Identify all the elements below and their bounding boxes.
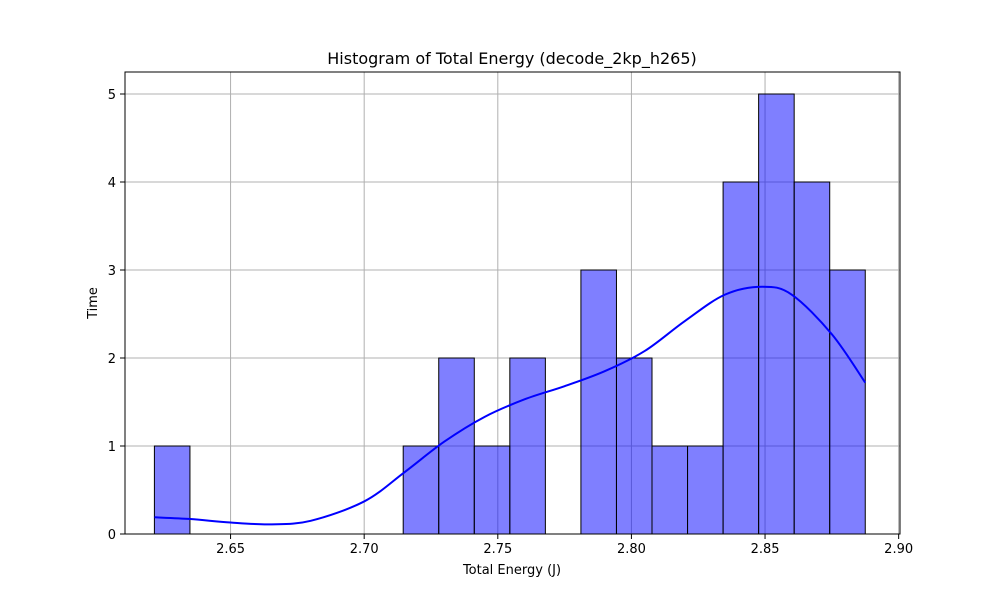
y-axis-ticks: 0 1 2 3 4 5 xyxy=(108,88,125,543)
y-tick-label: 5 xyxy=(108,88,116,103)
x-tick-label: 2.65 xyxy=(216,542,245,557)
x-tick-label: 2.80 xyxy=(617,542,646,557)
y-axis-label: Time xyxy=(86,287,101,320)
y-tick-label: 1 xyxy=(108,440,116,455)
histogram-bar xyxy=(758,93,795,535)
histogram-bar xyxy=(793,181,831,535)
histogram-bar xyxy=(402,445,440,535)
histogram-bar xyxy=(438,357,475,535)
histogram-bar xyxy=(722,181,760,535)
histogram-bars xyxy=(153,93,866,535)
histogram-bar xyxy=(829,269,866,535)
plot-frame xyxy=(124,71,901,535)
histogram-bar xyxy=(687,445,724,535)
x-tick-label: 2.85 xyxy=(751,542,780,557)
histogram-bar xyxy=(473,445,511,535)
x-tick-label: 2.90 xyxy=(884,542,913,557)
y-tick-label: 2 xyxy=(108,352,116,367)
histogram-bar xyxy=(509,357,546,535)
kde-curve xyxy=(154,285,867,526)
x-tick-label: 2.70 xyxy=(350,542,379,557)
chart-title: Histogram of Total Energy (decode_2kp_h2… xyxy=(327,49,697,69)
x-axis-label: Total Energy (J) xyxy=(462,563,561,578)
x-tick-label: 2.75 xyxy=(483,542,512,557)
y-tick-label: 3 xyxy=(108,264,116,279)
histogram-bar xyxy=(153,445,191,535)
histogram-bar xyxy=(651,445,689,535)
y-tick-label: 4 xyxy=(108,176,116,191)
histogram-bar xyxy=(615,357,653,535)
histogram-bar xyxy=(580,269,617,535)
x-axis-ticks: 2.65 2.70 2.75 2.80 2.85 2.90 xyxy=(216,534,913,557)
y-tick-label: 0 xyxy=(108,528,116,543)
kde-curve-layer xyxy=(154,285,867,526)
